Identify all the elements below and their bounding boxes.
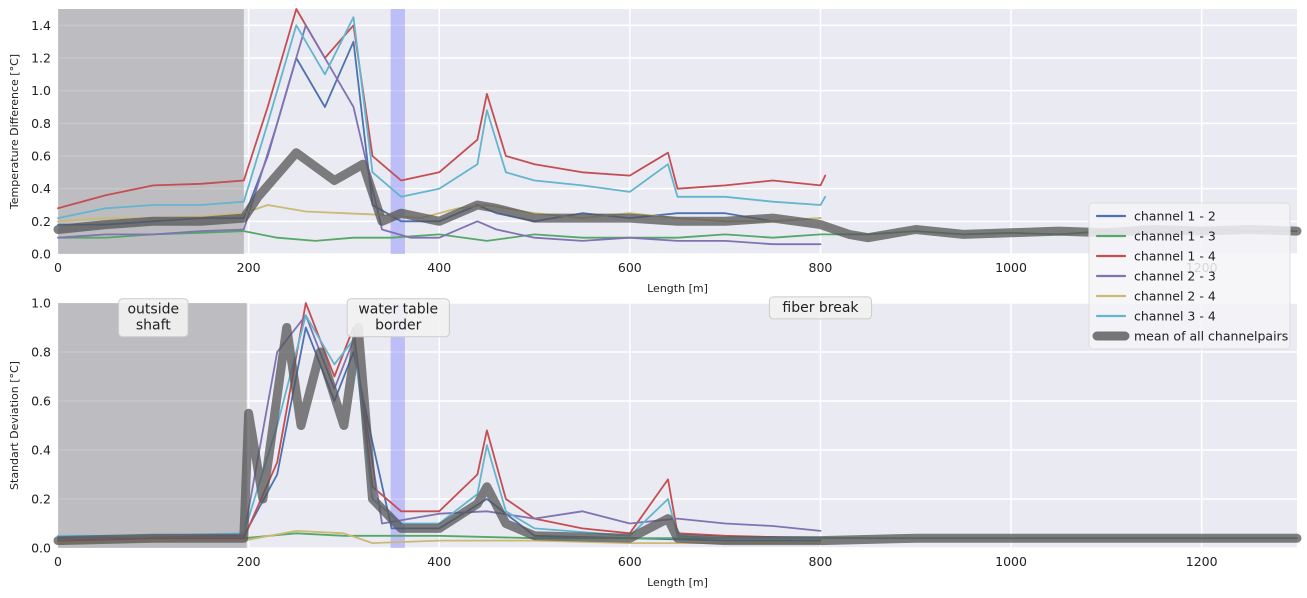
y-tick-label: 0.0	[31, 541, 51, 556]
outside-shaft-region	[58, 9, 244, 254]
x-axis-label: Length [m]	[647, 282, 708, 295]
x-tick-label: 800	[809, 554, 833, 569]
legend-box	[1088, 202, 1291, 350]
legend-label-channel-2-4: channel 2 - 4	[1134, 289, 1216, 304]
series-channel-1-4	[57, 302, 822, 542]
y-tick-label: 1.4	[31, 18, 51, 33]
y-tick-label: 1.0	[31, 296, 51, 311]
legend-label-channel-1-4: channel 1 - 4	[1134, 249, 1216, 264]
x-tick-label: 400	[427, 260, 451, 275]
y-tick-label: 0.6	[31, 394, 51, 409]
x-tick-label: 600	[618, 554, 642, 569]
series-channel-3-4	[57, 16, 827, 219]
y-tick-label: 0.4	[31, 181, 51, 196]
y-axis-label: Standart Deviation [°C]	[8, 361, 21, 490]
y-tick-label: 0.8	[31, 116, 51, 131]
water-table-region	[390, 9, 405, 254]
legend-label-channel-1-2: channel 1 - 2	[1134, 209, 1216, 224]
series-channel-1-4	[57, 8, 827, 210]
series-mean-of-all-channelpairs	[53, 323, 1302, 546]
legend-label-channel-1-3: channel 1 - 3	[1134, 229, 1216, 244]
series-channel-2-3	[57, 24, 822, 246]
annotation-label: outside	[127, 302, 179, 318]
x-tick-label: 800	[809, 260, 833, 275]
annotation-box	[346, 298, 450, 338]
y-tick-label: 0.0	[31, 247, 51, 262]
y-tick-label: 1.0	[31, 83, 51, 98]
y-tick-label: 0.8	[31, 345, 51, 360]
x-tick-label: 0	[54, 260, 62, 275]
y-tick-label: 0.4	[31, 443, 51, 458]
series-mean-of-all-channelpairs	[53, 148, 1302, 243]
x-tick-label: 0	[54, 554, 62, 569]
x-tick-label: 1000	[995, 554, 1027, 569]
y-tick-label: 1.2	[31, 51, 51, 66]
annotation-box	[768, 296, 873, 320]
annotation-label: fiber break	[782, 300, 859, 316]
y-tick-label: 0.2	[31, 492, 51, 507]
y-tick-label: 0.2	[31, 214, 51, 229]
legend-label-channel-3-4: channel 3 - 4	[1134, 309, 1216, 324]
annotation-box	[118, 298, 189, 338]
annotation-label: border	[375, 318, 421, 334]
x-tick-label: 1000	[995, 260, 1027, 275]
x-tick-label: 1200	[1186, 554, 1218, 569]
y-axis-label: Temperature Difference [°C]	[8, 54, 21, 210]
water-table-region	[390, 303, 405, 548]
legend-label-mean-of-all-channelpairs: mean of all channelpairs	[1134, 329, 1288, 344]
temperature-difference-plot: 0200400600800100012000.00.20.40.60.81.01…	[8, 8, 1302, 295]
legend: channel 1 - 2 channel 1 - 3 channel 1 - 4 c…	[1088, 202, 1291, 350]
x-tick-label: 600	[618, 260, 642, 275]
annotation-label: shaft	[136, 318, 171, 334]
x-tick-label: 400	[427, 554, 451, 569]
standard-deviation-plot: 0 200 400 600 800 1000 1200 0.0 0.2 0.4 0.6 0.8 1.0 L…	[8, 296, 1302, 589]
annotation-label: water table	[358, 302, 438, 318]
series-channel-2-3	[57, 314, 822, 540]
legend-label-channel-2-3: channel 2 - 3	[1134, 269, 1216, 284]
x-tick-label: 200	[237, 260, 261, 275]
x-axis-label: Length [m]	[647, 576, 708, 589]
x-tick-label: 200	[237, 554, 261, 569]
outside-shaft-region	[58, 303, 247, 548]
y-tick-label: 0.6	[31, 149, 51, 164]
